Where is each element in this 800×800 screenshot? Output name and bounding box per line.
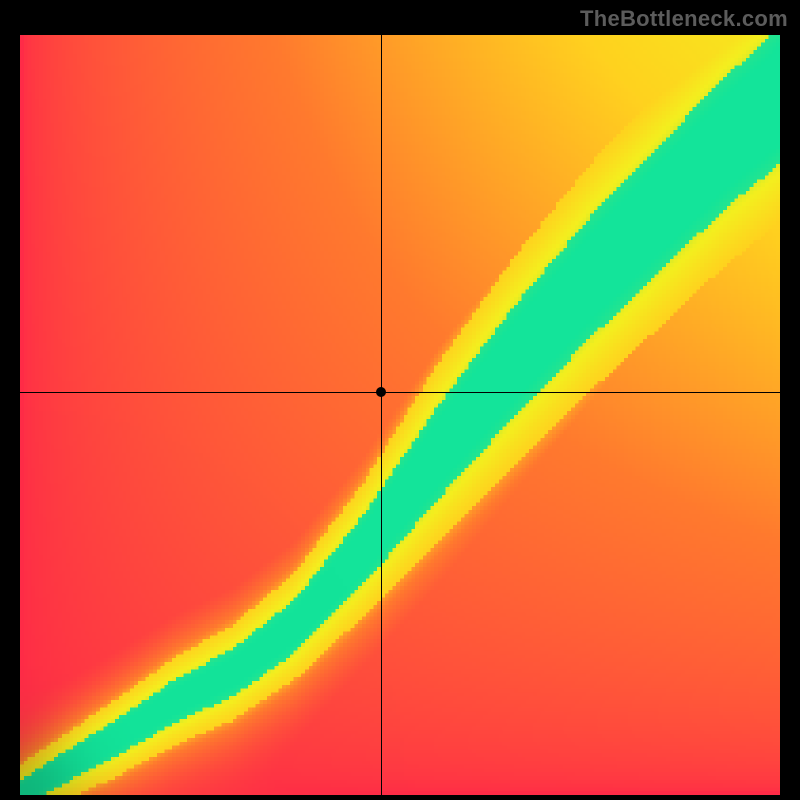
bottleneck-heatmap xyxy=(20,35,780,795)
chart-container: TheBottleneck.com xyxy=(0,0,800,800)
watermark-label: TheBottleneck.com xyxy=(580,6,788,32)
